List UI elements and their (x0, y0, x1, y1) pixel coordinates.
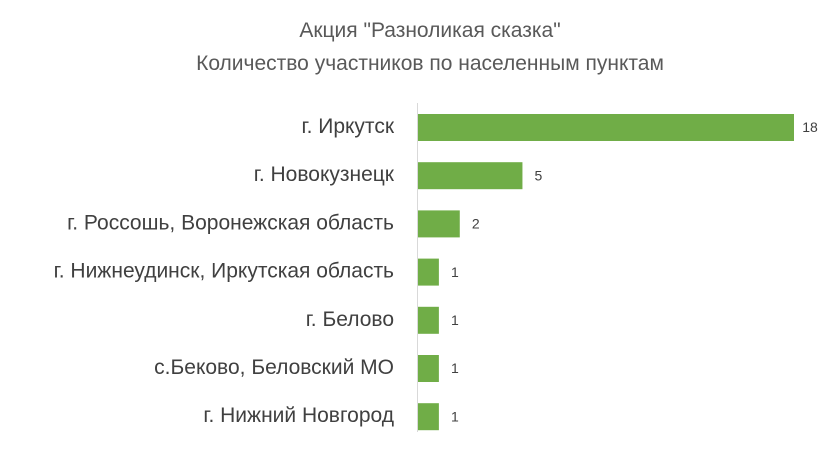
category-label: г. Нижнеудинск, Иркутская область (54, 260, 394, 283)
data-label: 1 (451, 360, 459, 376)
data-label: 1 (451, 264, 459, 280)
bar (418, 210, 460, 238)
data-label: 1 (451, 312, 459, 328)
category-label: г. Новокузнецк (254, 163, 395, 186)
data-label: 2 (472, 216, 480, 232)
category-label: г. Белово (306, 308, 394, 331)
data-label: 1 (451, 408, 459, 424)
data-label: 5 (535, 167, 543, 183)
bar (418, 258, 439, 286)
bar (418, 306, 439, 334)
bar (418, 114, 794, 141)
bar (418, 162, 523, 190)
plot-area: г. Иркутск 18 г. Новокузнецк 5 г. Россошь, В… (54, 114, 818, 431)
chart-subtitle: Количество участников по населенным пунк… (196, 52, 664, 75)
data-label: 18 (802, 119, 818, 135)
bar (418, 355, 439, 382)
category-label: с.Беково, Беловский МО (154, 356, 394, 379)
chart-title: Акция "Разноликая сказка" (299, 19, 560, 42)
category-label: г. Нижний Новгород (203, 404, 394, 427)
bar (418, 403, 439, 431)
category-label: г. Россошь, Воронежская область (67, 211, 394, 234)
category-label: г. Иркутск (301, 115, 394, 138)
